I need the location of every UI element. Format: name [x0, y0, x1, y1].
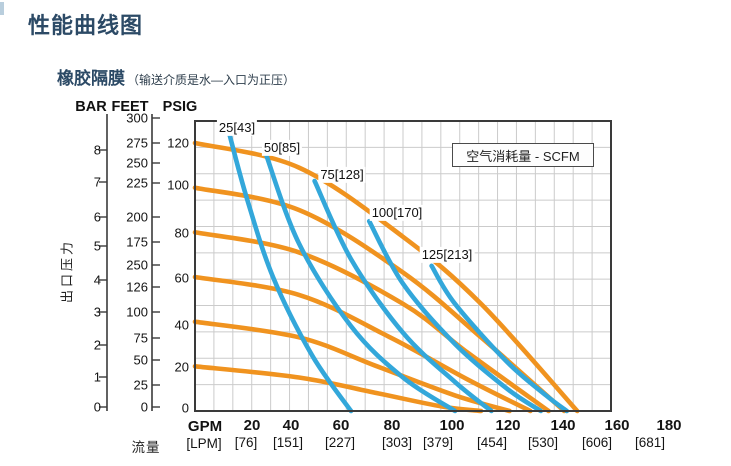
bar-tick-label: 1: [93, 369, 101, 385]
gpm-tick-label: 40: [282, 417, 300, 434]
gpm-tick-label: 160: [604, 417, 630, 434]
scfm-curve-label-scfm-25: 25[43]: [216, 119, 258, 137]
scfm-curve-label-scfm-50: 50[85]: [261, 139, 303, 157]
pressure-40-psig: [192, 319, 512, 414]
air-consumption-curve-scfm-100: [366, 218, 544, 414]
gpm-tick-label: 120: [495, 417, 521, 434]
feet-tick-label: 50: [133, 352, 148, 368]
psig-tick-label: 60: [174, 270, 189, 286]
lpm-tick-label: [454]: [476, 435, 508, 450]
air-consumption-curve-scfm-50: [262, 149, 458, 414]
x-unit-header-gpm: GPM: [187, 418, 223, 435]
psig-tick-label: 120: [167, 135, 189, 151]
x-unit-header-lpm: [LPM]: [186, 436, 222, 451]
page-edge-artifact: [0, 2, 4, 15]
lpm-tick-label: [151]: [272, 435, 304, 450]
feet-tick-label: 126: [126, 279, 148, 295]
gpm-tick-label: 100: [439, 417, 465, 434]
lpm-tick-label: [379]: [422, 435, 454, 450]
psig-tick-label: 40: [174, 317, 189, 333]
page-title: 性能曲线图: [28, 13, 144, 38]
psig-tick-label: 20: [174, 359, 189, 375]
bar-tick-label: 7: [93, 174, 101, 190]
psig-tick-label: 100: [167, 177, 189, 193]
scfm-curve-label-scfm-100: 100[170]: [369, 204, 425, 222]
scfm-curve-label-scfm-75: 75[128]: [318, 166, 366, 184]
feet-tick-label: 300: [126, 110, 148, 126]
feet-tick-label: 225: [126, 175, 148, 191]
gpm-tick-label: 20: [243, 417, 261, 434]
scfm-curve-label-scfm-125: 125[213]: [419, 246, 475, 264]
air-consumption-curve-scfm-25: [226, 129, 354, 414]
y-unit-header-psig: PSIG: [162, 99, 198, 115]
legend-text: 空气消耗量 - SCFM: [466, 148, 580, 164]
feet-tick-label: 200: [126, 209, 148, 225]
bar-tick-label: 0: [93, 399, 101, 415]
gpm-tick-label: 60: [332, 417, 350, 434]
lpm-tick-label: [76]: [234, 435, 258, 450]
subtitle-main: 橡胶隔膜: [57, 69, 125, 88]
bar-tick-label: 2: [93, 337, 101, 353]
feet-tick-label: 25: [133, 377, 148, 393]
bar-tick-label: 4: [93, 272, 101, 288]
lpm-tick-label: [681]: [634, 435, 666, 450]
y-unit-header-feet: FEET: [111, 99, 149, 115]
bar-tick-label: 3: [93, 304, 101, 320]
bar-tick-label: 6: [93, 209, 101, 225]
pressure-120-psig: [192, 140, 580, 414]
air-consumption-curve-scfm-125: [429, 263, 570, 414]
lpm-tick-label: [303]: [381, 435, 413, 450]
pressure-60-psig: [192, 274, 533, 414]
bar-tick-label: 5: [93, 238, 101, 254]
bar-tick-label: 8: [93, 142, 101, 158]
gpm-tick-label: 180: [656, 417, 682, 434]
y-unit-header-bar: BAR: [75, 99, 107, 115]
feet-tick-label: 250: [126, 257, 148, 273]
feet-tick-label: 75: [133, 330, 148, 346]
feet-tick-label: 175: [126, 234, 148, 250]
psig-tick-label: 0: [181, 400, 189, 416]
feet-tick-label: 0: [140, 399, 148, 415]
feet-tick-label: 250: [126, 155, 148, 171]
air-consumption-curve-scfm-75: [312, 178, 494, 414]
plot-border: [194, 120, 612, 412]
feet-tick-label: 100: [126, 304, 148, 320]
legend-box: 空气消耗量 - SCFM: [452, 143, 594, 167]
subtitle-note: （输送介质是水—入口为正压）: [127, 73, 296, 87]
chart-subtitle: 橡胶隔膜 （输送介质是水—入口为正压）: [57, 64, 295, 89]
gpm-tick-label: 140: [550, 417, 576, 434]
feet-tick-label: 275: [126, 135, 148, 151]
x-axis-title: 流量: [131, 440, 161, 455]
psig-tick-label: 80: [174, 225, 189, 241]
gpm-tick-label: 80: [383, 417, 401, 434]
lpm-tick-label: [227]: [324, 435, 356, 450]
lpm-tick-label: [530]: [527, 435, 559, 450]
lpm-tick-label: [606]: [581, 435, 613, 450]
